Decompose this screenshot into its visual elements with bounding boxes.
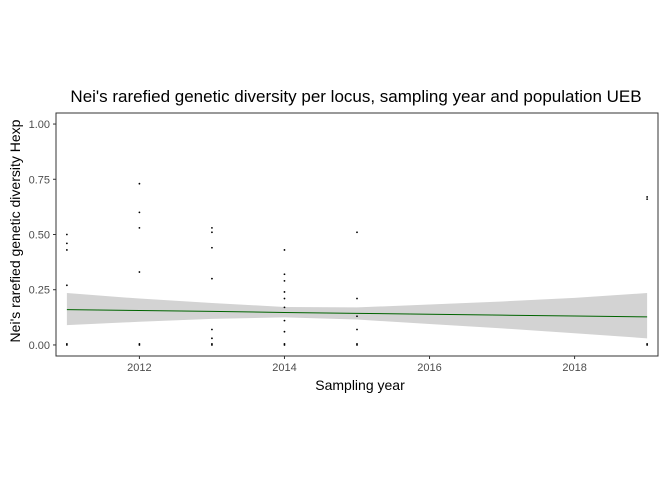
data-point [211, 328, 213, 331]
data-point [283, 249, 286, 251]
data-point [283, 330, 286, 333]
data-point [283, 319, 286, 322]
x-tick-label: 2012 [127, 362, 151, 374]
chart-title: Nei's rarefied genetic diversity per loc… [70, 87, 641, 106]
data-point [283, 342, 286, 345]
data-point [283, 279, 286, 282]
data-point [356, 297, 358, 300]
x-tick-label: 2018 [562, 362, 586, 374]
data-point [211, 226, 213, 229]
data-point [283, 273, 286, 276]
data-point [138, 211, 141, 214]
y-axis: 0.00 0.25 0.50 0.75 1.00 [29, 119, 56, 352]
data-point [65, 242, 68, 245]
data-point [211, 337, 213, 340]
data-point [646, 198, 649, 201]
x-tick-label: 2014 [272, 362, 296, 374]
data-point [65, 233, 68, 236]
data-point [138, 182, 141, 185]
x-tick-label: 2016 [417, 362, 441, 374]
y-tick-label: 0.75 [29, 174, 50, 186]
data-point [211, 246, 213, 249]
data-point [356, 231, 358, 234]
x-axis-title: Sampling year [315, 377, 405, 393]
data-point [283, 306, 286, 309]
data-point [356, 328, 358, 331]
data-point [646, 342, 649, 345]
data-point [65, 342, 68, 345]
y-tick-label: 0.25 [29, 285, 50, 297]
data-point [211, 231, 213, 234]
data-point [283, 297, 286, 300]
data-point [65, 284, 68, 287]
data-point [283, 291, 286, 293]
data-point [138, 226, 141, 229]
trend-line-layer [66, 309, 648, 318]
trend-line [66, 309, 648, 318]
data-point [138, 342, 141, 345]
y-axis-title: Nei's rarefied genetic diversity Hexp [7, 119, 23, 342]
data-point [356, 342, 358, 345]
data-points-layer [65, 182, 649, 346]
data-point [211, 277, 213, 280]
data-point [65, 249, 68, 251]
data-point [356, 315, 358, 318]
data-point [646, 196, 649, 198]
y-tick-label: 0.00 [29, 340, 50, 352]
y-tick-label: 1.00 [29, 119, 50, 131]
x-axis: 2012 2014 2016 2018 [127, 356, 587, 374]
data-point [211, 342, 213, 345]
data-point [138, 271, 141, 273]
y-tick-label: 0.50 [29, 230, 50, 242]
